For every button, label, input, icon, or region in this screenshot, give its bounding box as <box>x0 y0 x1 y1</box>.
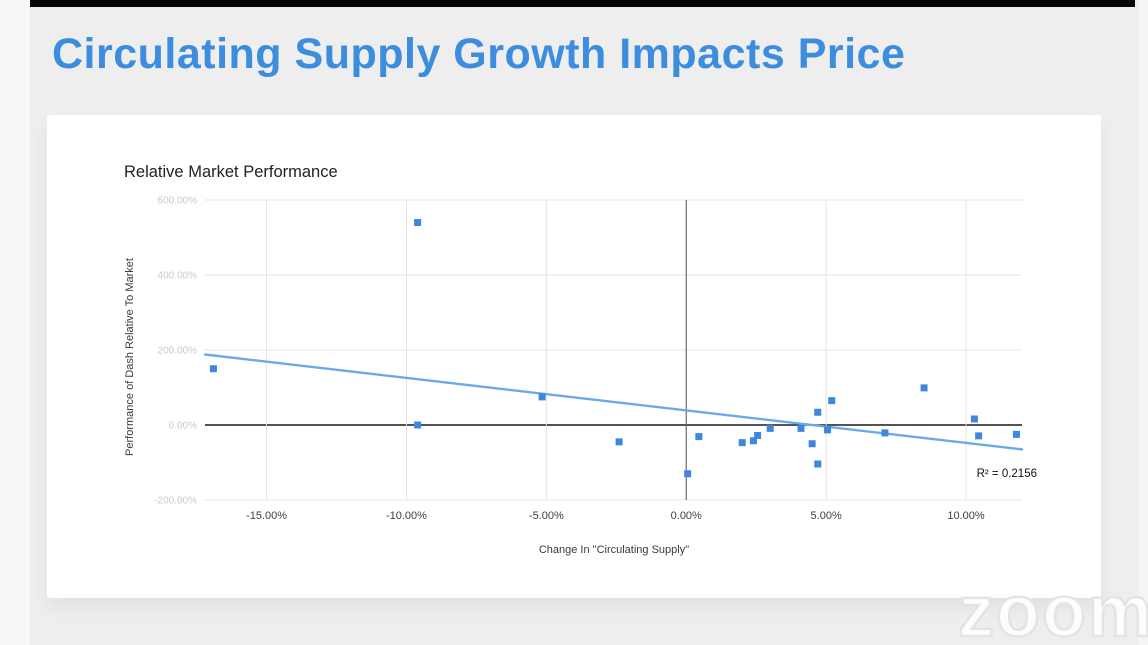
background-edge-strip-right <box>1138 0 1148 645</box>
data-point <box>766 424 774 432</box>
data-point <box>209 365 217 373</box>
zoom-watermark: zoom <box>957 572 1148 645</box>
x-tick-label: 0.00% <box>671 510 702 522</box>
chart-title: Relative Market Performance <box>124 163 338 181</box>
data-point <box>975 432 983 440</box>
data-point <box>695 433 703 441</box>
data-point <box>754 432 762 439</box>
r-squared-label: R² = 0.2156 <box>977 468 1037 480</box>
slide-title: Circulating Supply Growth Impacts Price <box>52 30 906 78</box>
y-tick-label: 600.00% <box>158 196 198 207</box>
data-point <box>738 439 746 447</box>
data-point <box>814 460 822 468</box>
data-point <box>797 424 805 432</box>
data-point <box>824 426 832 434</box>
scatter-chart: -200.00% 0.00% 200.00% 400.00% 600.00% -15.00… <box>124 163 1037 556</box>
x-tick-label: 10.00% <box>947 510 985 522</box>
x-tick-label: -15.00% <box>246 510 287 522</box>
y-tick-label: 0.00% <box>169 421 197 432</box>
y-tick-label: -200.00% <box>154 496 197 507</box>
video-letterbox-bar <box>30 0 1135 7</box>
chart-card: -200.00% 0.00% 200.00% 400.00% 600.00% -15.00… <box>47 115 1101 598</box>
data-point <box>749 437 757 445</box>
data-point <box>538 393 546 401</box>
background-edge-strip-left <box>0 0 30 645</box>
x-tick-label: -10.00% <box>386 510 427 522</box>
data-point <box>920 384 928 392</box>
data-point <box>684 470 692 478</box>
y-tick-label: 200.00% <box>158 346 198 357</box>
data-point <box>615 438 623 446</box>
data-point <box>814 408 822 416</box>
data-point <box>970 415 978 423</box>
data-point <box>414 421 422 429</box>
x-tick-label: 5.00% <box>811 510 842 522</box>
trendline <box>203 353 1024 451</box>
data-point <box>828 397 836 405</box>
x-tick-label: -5.00% <box>529 510 564 522</box>
data-point <box>414 219 422 226</box>
data-point <box>808 440 816 448</box>
y-tick-label: 400.00% <box>158 271 198 282</box>
x-axis-title: Change In "Circulating Supply" <box>539 544 689 556</box>
data-point <box>881 429 889 437</box>
y-axis-title: Performance of Dash Relative To Market <box>124 258 136 456</box>
data-point <box>1012 430 1020 438</box>
